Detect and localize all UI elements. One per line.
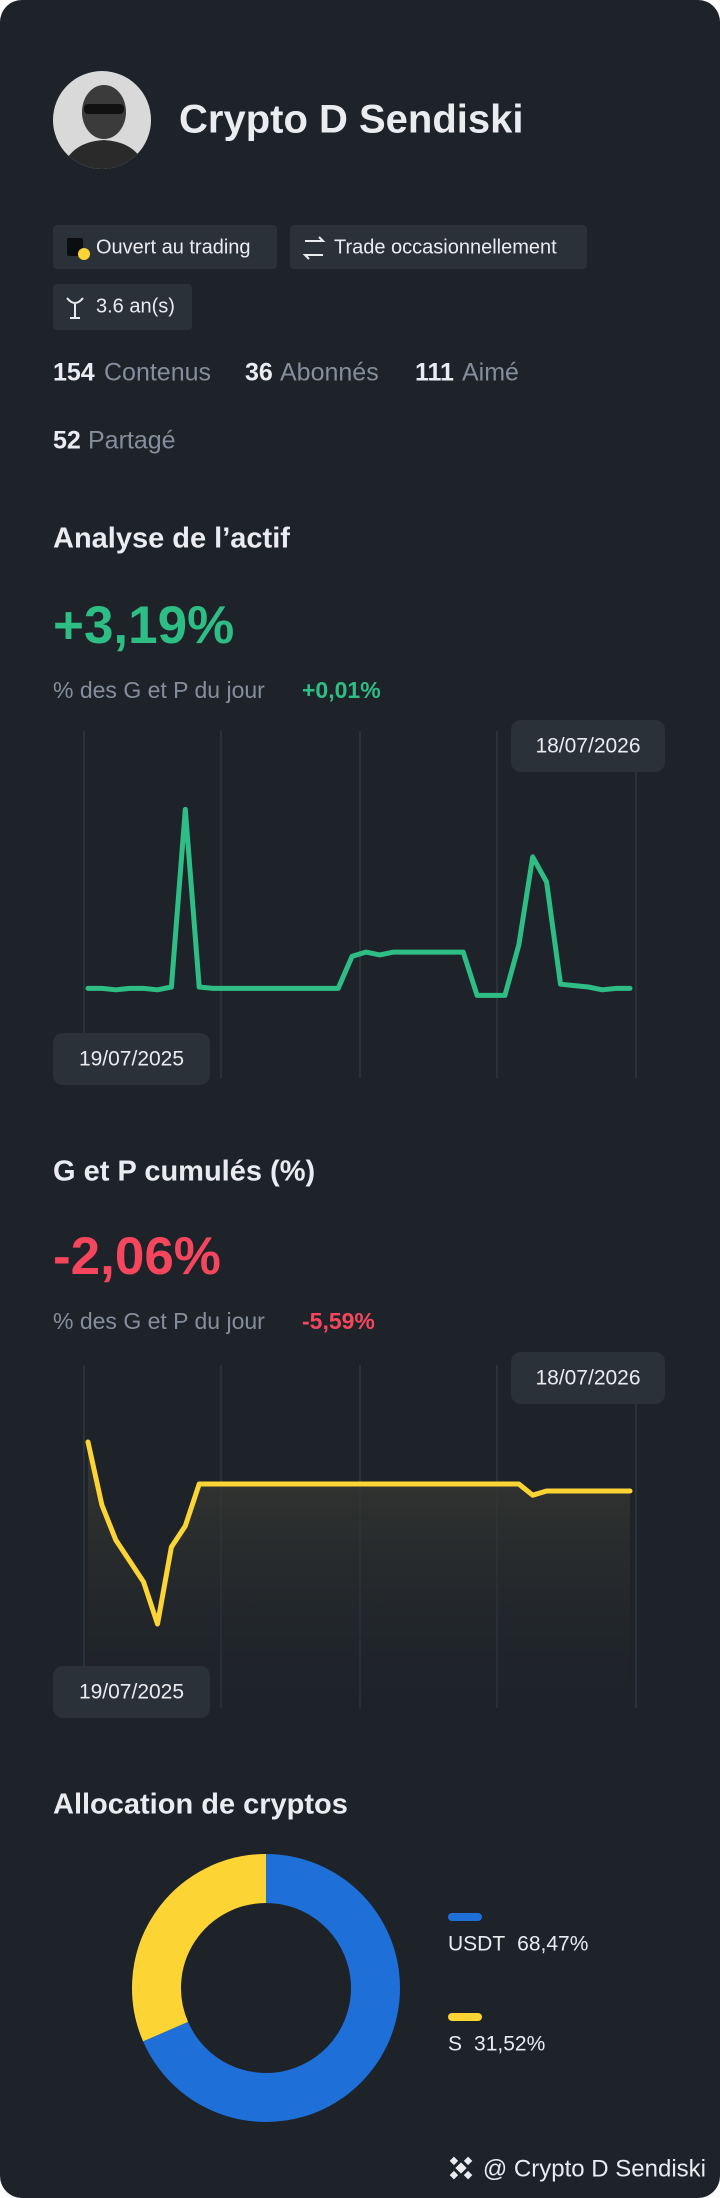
tag-box	[53, 284, 192, 330]
tag-icon	[78, 248, 90, 260]
footer-logo	[449, 2156, 473, 2180]
profile-name: Crypto D Sendiski	[179, 98, 524, 142]
stat-label[interactable]: Aimé	[462, 359, 519, 387]
tag-box	[290, 225, 587, 269]
date-tooltip-label: 19/07/2025	[79, 1681, 184, 1704]
line-series	[85, 806, 633, 998]
section-title: G et P cumulés (%)	[53, 1156, 315, 1188]
tag-icon	[66, 297, 84, 319]
legend-value: 31,52%	[474, 2033, 545, 2056]
date-tooltip	[511, 1352, 665, 1404]
legend-label: S	[448, 2033, 462, 2056]
daily-change: -5,59%	[302, 1308, 375, 1334]
legend-swatch	[448, 1913, 482, 1921]
line-series	[85, 1439, 633, 1627]
date-tooltip	[53, 1033, 210, 1085]
section-title: Analyse de l’actif	[53, 523, 290, 555]
line-area	[88, 1442, 630, 1708]
tag-label: 3.6 an(s)	[96, 295, 175, 317]
date-tooltip-label: 18/07/2026	[535, 1367, 640, 1390]
donut-segment	[143, 1854, 400, 2122]
headline-value: +3,19%	[53, 596, 234, 655]
subtitle: % des G et P du jour	[53, 677, 265, 703]
tag-label: Trade occasionnellement	[334, 236, 557, 258]
donut-segment	[132, 1854, 267, 2042]
stat-label[interactable]: Contenus	[104, 359, 211, 387]
legend-swatch	[448, 2013, 482, 2021]
stat-value: 36	[245, 359, 273, 387]
tag-box	[53, 225, 277, 269]
headline-value: -2,06%	[53, 1227, 221, 1286]
subtitle: % des G et P du jour	[53, 1308, 265, 1334]
date-tooltip-label: 18/07/2026	[535, 735, 640, 758]
legend-label: USDT	[448, 1933, 505, 1956]
legend-value: 68,47%	[517, 1933, 588, 1956]
stat-label[interactable]: Partagé	[88, 427, 176, 455]
footer-watermark: @ Crypto D Sendiski	[483, 2155, 706, 2182]
stat-value: 154	[53, 359, 95, 387]
section-title: Allocation de cryptos	[53, 1789, 348, 1821]
stat-label[interactable]: Abonnés	[280, 359, 379, 387]
daily-change: +0,01%	[302, 677, 381, 703]
date-tooltip	[53, 1666, 210, 1718]
date-tooltip	[511, 720, 665, 772]
tag-icon	[302, 236, 326, 260]
tag-label: Ouvert au trading	[96, 236, 251, 258]
stat-value: 52	[53, 427, 81, 455]
stat-value: 111	[415, 359, 454, 387]
date-tooltip-label: 19/07/2025	[79, 1048, 184, 1071]
avatar[interactable]	[53, 71, 151, 170]
